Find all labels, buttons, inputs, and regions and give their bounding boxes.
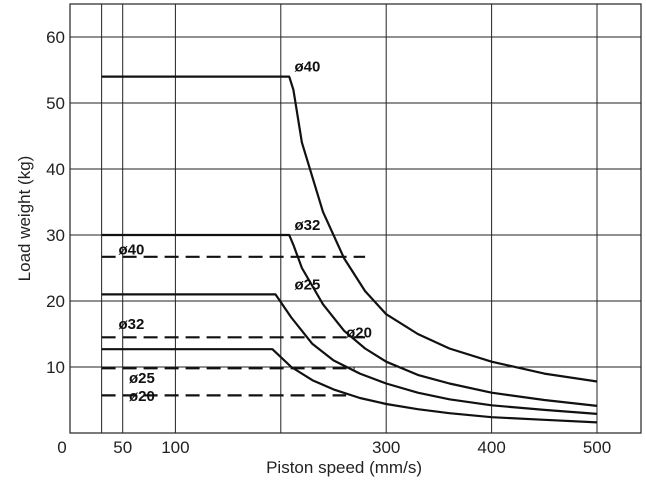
solid-curve-3	[101, 293, 598, 415]
chart-background	[8, 4, 641, 482]
dashed-line-label-4: ø20	[129, 388, 155, 405]
y-tick-label-40: 40	[46, 160, 65, 179]
solid-curve-label-3: ø25	[295, 277, 321, 294]
tick-layer: 10 20 30 40 50 60 50 100 300 400 500 0	[46, 28, 611, 457]
dashed-line-label-3: ø25	[129, 370, 155, 387]
y-tick-label-10: 10	[46, 358, 65, 377]
solid-curve-label-2: ø32	[295, 217, 321, 234]
x-axis-label: Piston speed (mm/s)	[266, 458, 422, 477]
x-tick-label-400: 400	[477, 438, 505, 457]
y-axis-label: Load weight (kg)	[15, 156, 34, 282]
dashed-line-label-1: ø40	[118, 242, 144, 259]
origin-tick-label: 0	[57, 438, 66, 457]
solid-curve-1	[101, 75, 598, 383]
x-tick-label-100: 100	[161, 438, 189, 457]
solid-curve-label-4: ø20	[346, 325, 372, 342]
solid-curve-label-1: ø40	[295, 59, 321, 76]
solid-curve-4	[101, 348, 598, 424]
x-tick-label-300: 300	[372, 438, 400, 457]
dashed-line-label-2: ø32	[118, 316, 144, 333]
solid-curve-2	[101, 233, 598, 407]
x-tick-label-50: 50	[113, 438, 132, 457]
plot-frame	[69, 3, 642, 434]
y-tick-label-20: 20	[46, 292, 65, 311]
y-tick-label-30: 30	[46, 226, 65, 245]
y-tick-label-60: 60	[46, 28, 65, 47]
y-tick-label-50: 50	[46, 94, 65, 113]
x-tick-label-500: 500	[583, 438, 611, 457]
series-layer	[101, 75, 598, 424]
